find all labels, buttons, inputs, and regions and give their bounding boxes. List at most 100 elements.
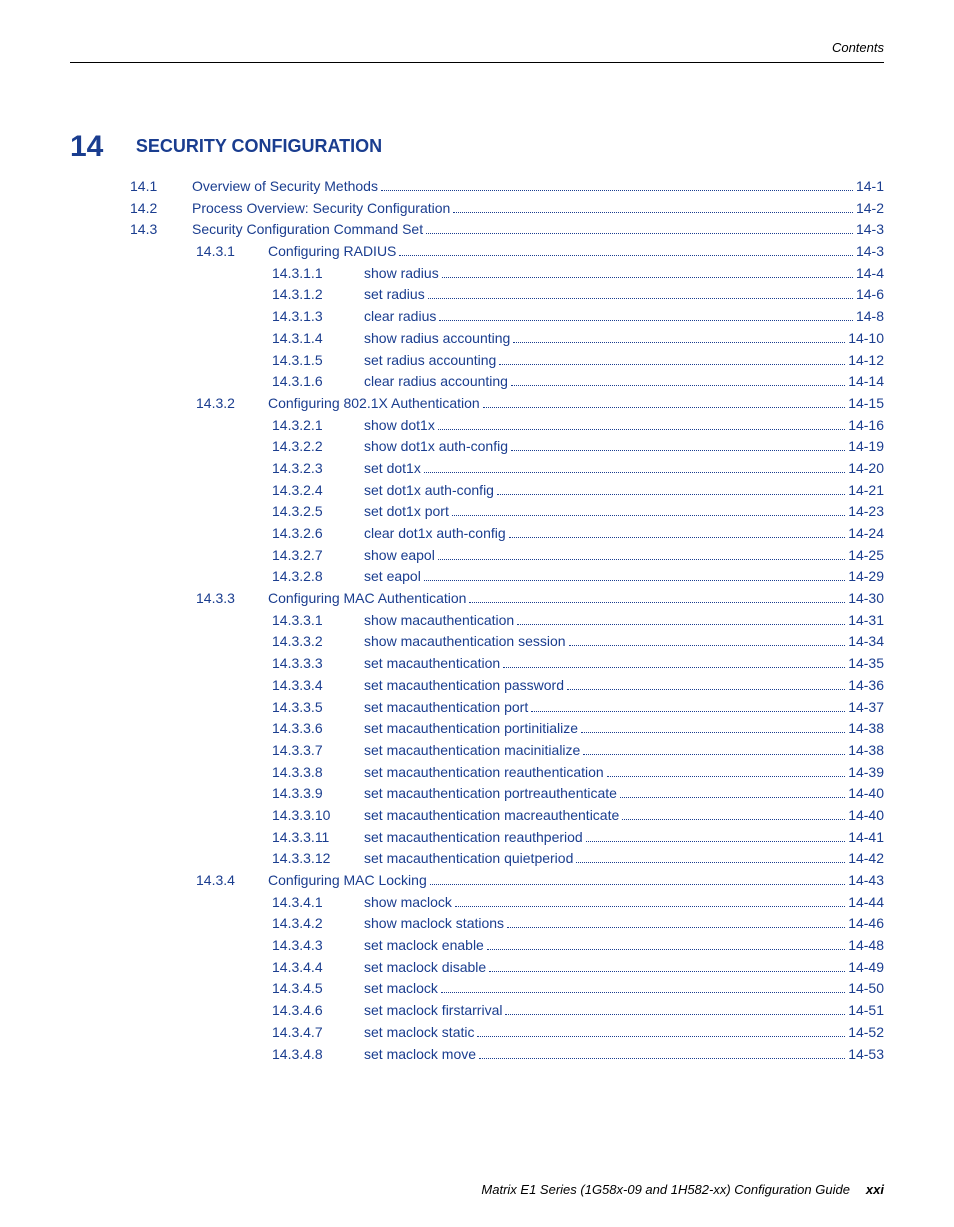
toc-page: 14-14 [848, 371, 884, 393]
toc-number: 14.3.2.7 [272, 545, 364, 567]
toc-list: 14.1Overview of Security Methods 14-114.… [70, 176, 884, 1065]
toc-entry[interactable]: 14.3.1.6clear radius accounting 14-14 [272, 371, 884, 393]
toc-leader-dots [511, 385, 845, 386]
toc-entry[interactable]: 14.3.4.1show maclock 14-44 [272, 892, 884, 914]
toc-page: 14-38 [848, 718, 884, 740]
footer-text: Matrix E1 Series (1G58x-09 and 1H582-xx)… [481, 1182, 850, 1197]
toc-number: 14.3.3.9 [272, 783, 364, 805]
toc-leader-dots [438, 429, 845, 430]
toc-entry[interactable]: 14.2Process Overview: Security Configura… [130, 198, 884, 220]
toc-title: show radius accounting [364, 328, 510, 350]
toc-title: clear radius [364, 306, 436, 328]
toc-entry[interactable]: 14.3.3.8set macauthentication reauthenti… [272, 762, 884, 784]
toc-entry[interactable]: 14.3.3.1show macauthentication 14-31 [272, 610, 884, 632]
toc-entry[interactable]: 14.3.2.8set eapol 14-29 [272, 566, 884, 588]
toc-number: 14.3.2.8 [272, 566, 364, 588]
toc-page: 14-12 [848, 350, 884, 372]
toc-entry[interactable]: 14.3.3.12set macauthentication quietperi… [272, 848, 884, 870]
toc-title: clear dot1x auth-config [364, 523, 506, 545]
toc-entry[interactable]: 14.3.4Configuring MAC Locking 14-43 [196, 870, 884, 892]
toc-title: set radius [364, 284, 425, 306]
toc-number: 14.1 [130, 176, 192, 198]
toc-title: show radius [364, 263, 439, 285]
toc-leader-dots [399, 255, 853, 256]
toc-leader-dots [576, 862, 845, 863]
header-rule [70, 62, 884, 63]
toc-number: 14.3.1.5 [272, 350, 364, 372]
toc-entry[interactable]: 14.3.1.2set radius 14-6 [272, 284, 884, 306]
toc-number: 14.3.2.6 [272, 523, 364, 545]
toc-entry[interactable]: 14.3.2.4set dot1x auth-config 14-21 [272, 480, 884, 502]
toc-leader-dots [455, 906, 845, 907]
toc-number: 14.3.1.2 [272, 284, 364, 306]
toc-entry[interactable]: 14.3.1.5set radius accounting 14-12 [272, 350, 884, 372]
toc-leader-dots [428, 298, 853, 299]
footer-page-number: xxi [866, 1182, 884, 1197]
toc-entry[interactable]: 14.3.3Configuring MAC Authentication 14-… [196, 588, 884, 610]
toc-entry[interactable]: 14.3.3.2show macauthentication session 1… [272, 631, 884, 653]
toc-page: 14-3 [856, 241, 884, 263]
toc-entry[interactable]: 14.3.2.3set dot1x 14-20 [272, 458, 884, 480]
toc-leader-dots [497, 494, 845, 495]
toc-entry[interactable]: 14.3.2.1show dot1x 14-16 [272, 415, 884, 437]
toc-entry[interactable]: 14.3.1.1show radius 14-4 [272, 263, 884, 285]
toc-entry[interactable]: 14.3.3.7set macauthentication macinitial… [272, 740, 884, 762]
toc-entry[interactable]: 14.3.1.3clear radius 14-8 [272, 306, 884, 328]
toc-entry[interactable]: 14.3.4.8set maclock move 14-53 [272, 1044, 884, 1066]
toc-title: show dot1x [364, 415, 435, 437]
toc-title: set macauthentication quietperiod [364, 848, 573, 870]
toc-page: 14-20 [848, 458, 884, 480]
toc-entry[interactable]: 14.3.3.3set macauthentication 14-35 [272, 653, 884, 675]
toc-number: 14.3.3.4 [272, 675, 364, 697]
toc-leader-dots [487, 949, 845, 950]
toc-entry[interactable]: 14.3.2Configuring 802.1X Authentication … [196, 393, 884, 415]
toc-leader-dots [513, 342, 845, 343]
toc-entry[interactable]: 14.3.4.3set maclock enable 14-48 [272, 935, 884, 957]
toc-entry[interactable]: 14.3.3.4set macauthentication password 1… [272, 675, 884, 697]
toc-number: 14.2 [130, 198, 192, 220]
toc-entry[interactable]: 14.3.3.5set macauthentication port 14-37 [272, 697, 884, 719]
toc-entry[interactable]: 14.3.4.6set maclock firstarrival 14-51 [272, 1000, 884, 1022]
toc-entry[interactable]: 14.3.3.9set macauthentication portreauth… [272, 783, 884, 805]
toc-entry[interactable]: 14.3.2.5set dot1x port 14-23 [272, 501, 884, 523]
toc-entry[interactable]: 14.3.3.6set macauthentication portinitia… [272, 718, 884, 740]
toc-page: 14-48 [848, 935, 884, 957]
toc-title: set maclock static [364, 1022, 474, 1044]
toc-entry[interactable]: 14.3.2.7show eapol 14-25 [272, 545, 884, 567]
toc-title: set macauthentication [364, 653, 500, 675]
toc-entry[interactable]: 14.3.4.2show maclock stations 14-46 [272, 913, 884, 935]
toc-page: 14-4 [856, 263, 884, 285]
page-footer: Matrix E1 Series (1G58x-09 and 1H582-xx)… [70, 1182, 884, 1197]
toc-page: 14-53 [848, 1044, 884, 1066]
toc-number: 14.3.3.3 [272, 653, 364, 675]
content-area: 14 SECURITY CONFIGURATION 14.1Overview o… [70, 130, 884, 1065]
toc-entry[interactable]: 14.3.1.4show radius accounting 14-10 [272, 328, 884, 350]
toc-leader-dots [381, 190, 853, 191]
toc-page: 14-46 [848, 913, 884, 935]
toc-number: 14.3.4.3 [272, 935, 364, 957]
toc-entry[interactable]: 14.3.4.7set maclock static 14-52 [272, 1022, 884, 1044]
toc-entry[interactable]: 14.3.4.4set maclock disable 14-49 [272, 957, 884, 979]
toc-entry[interactable]: 14.3.1Configuring RADIUS 14-3 [196, 241, 884, 263]
toc-entry[interactable]: 14.3.3.11set macauthentication reauthper… [272, 827, 884, 849]
toc-title: show eapol [364, 545, 435, 567]
toc-number: 14.3.4.6 [272, 1000, 364, 1022]
toc-title: Overview of Security Methods [192, 176, 378, 198]
toc-title: clear radius accounting [364, 371, 508, 393]
toc-leader-dots [424, 580, 845, 581]
toc-leader-dots [469, 602, 845, 603]
toc-title: set macauthentication portreauthenticate [364, 783, 617, 805]
toc-title: set maclock firstarrival [364, 1000, 502, 1022]
toc-page: 14-41 [848, 827, 884, 849]
toc-number: 14.3.2 [196, 393, 268, 415]
toc-page: 14-40 [848, 783, 884, 805]
toc-entry[interactable]: 14.3.2.2show dot1x auth-config 14-19 [272, 436, 884, 458]
toc-number: 14.3.1 [196, 241, 268, 263]
toc-page: 14-21 [848, 480, 884, 502]
toc-number: 14.3.2.4 [272, 480, 364, 502]
toc-entry[interactable]: 14.3.2.6clear dot1x auth-config 14-24 [272, 523, 884, 545]
toc-entry[interactable]: 14.3.3.10set macauthentication macreauth… [272, 805, 884, 827]
toc-entry[interactable]: 14.3Security Configuration Command Set 1… [130, 219, 884, 241]
toc-entry[interactable]: 14.1Overview of Security Methods 14-1 [130, 176, 884, 198]
toc-entry[interactable]: 14.3.4.5set maclock 14-50 [272, 978, 884, 1000]
